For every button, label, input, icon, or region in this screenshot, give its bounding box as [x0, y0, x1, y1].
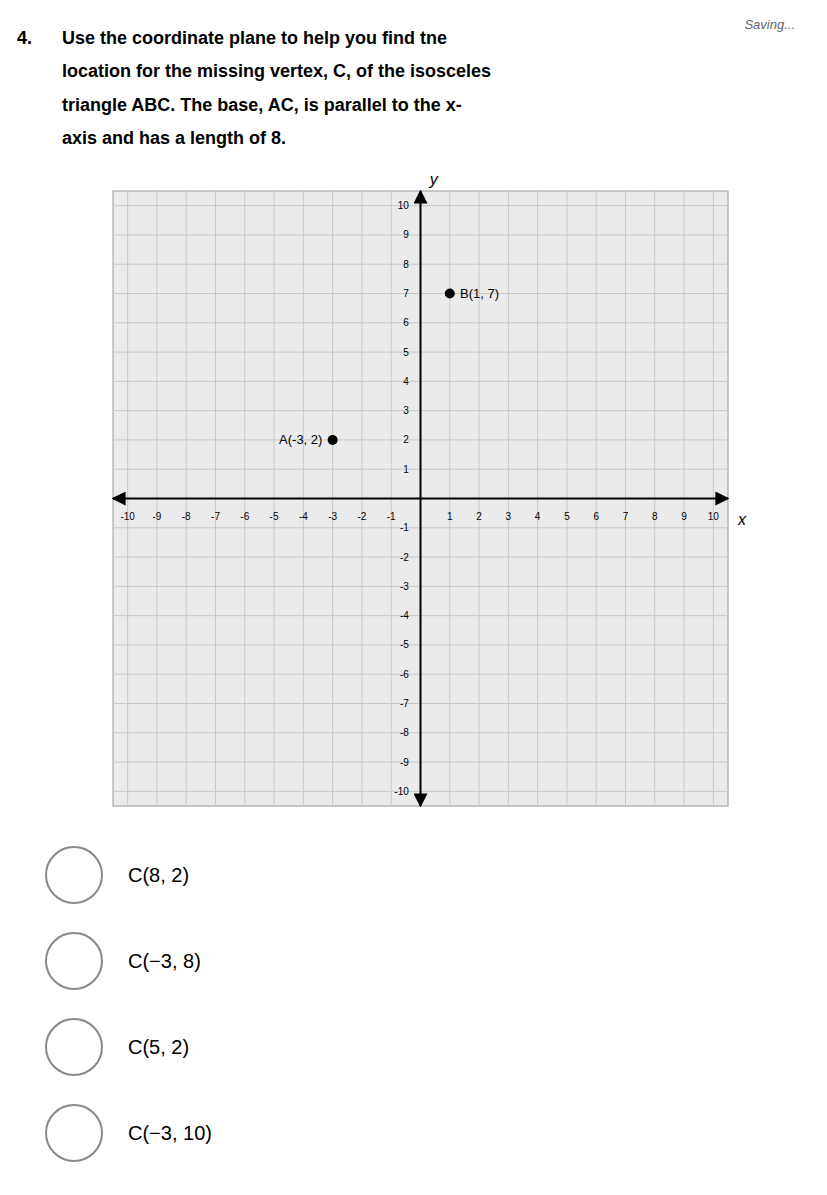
y-tick-label: -9 — [400, 757, 409, 768]
point-label: A(-3, 2) — [279, 432, 322, 447]
x-tick-label: 9 — [681, 511, 687, 522]
point — [328, 435, 338, 445]
y-tick-label: 9 — [403, 229, 409, 240]
choice-circle — [46, 933, 102, 989]
x-tick-label: -9 — [152, 511, 161, 522]
x-tick-label: 10 — [708, 511, 720, 522]
y-tick-label: -5 — [400, 639, 409, 650]
y-tick-label: -8 — [400, 727, 409, 738]
y-tick-label: 5 — [403, 347, 409, 358]
y-tick-label: -10 — [394, 786, 409, 797]
x-tick-label: -7 — [211, 511, 220, 522]
y-tick-label: 2 — [403, 434, 409, 445]
x-tick-label: -10 — [120, 511, 135, 522]
y-tick-label: 7 — [403, 288, 409, 299]
status-text: Saving... — [744, 17, 795, 32]
point-label: B(1, 7) — [460, 286, 499, 301]
choice-text: C(5, 2) — [128, 1036, 189, 1058]
points — [328, 289, 455, 445]
choice-text: C(−3, 8) — [128, 950, 201, 972]
point — [445, 289, 455, 299]
x-tick-label: -3 — [328, 511, 337, 522]
x-tick-label: -6 — [240, 511, 249, 522]
x-tick-label: 5 — [564, 511, 570, 522]
x-tick-label: -2 — [357, 511, 366, 522]
y-axis-line — [420, 191, 422, 806]
x-tick-label: 2 — [476, 511, 482, 522]
y-tick-label: -7 — [400, 698, 409, 709]
x-tick-label: -8 — [182, 511, 191, 522]
choice-circle — [46, 1019, 102, 1075]
x-tick-label: 6 — [593, 511, 599, 522]
x-tick-label: -5 — [270, 511, 279, 522]
y-tick-label: -2 — [400, 552, 409, 563]
problem-number: 4. — [17, 28, 32, 48]
y-tick-label: 8 — [403, 259, 409, 270]
y-tick-label: 1 — [403, 464, 409, 475]
title-line: location for the missing vertex, C, of t… — [62, 61, 491, 81]
y-tick-label: -4 — [400, 610, 409, 621]
y-tick-label: 4 — [403, 376, 409, 387]
choice-circle — [46, 847, 102, 903]
title-line: axis and has a length of 8. — [62, 128, 286, 148]
y-axis-label: y — [429, 171, 439, 188]
choice-text: C(−3, 10) — [128, 1122, 212, 1144]
x-tick-label: 4 — [535, 511, 541, 522]
chart: Saving... 4. Use the coordinate plane to h… — [0, 0, 827, 1195]
x-tick-label: -4 — [299, 511, 308, 522]
y-tick-label: -6 — [400, 669, 409, 680]
title-line: Use the coordinate plane to help you fin… — [62, 28, 447, 48]
x-tick-label: 3 — [506, 511, 512, 522]
title-line: triangle ABC. The base, AC, is parallel … — [62, 95, 462, 115]
x-tick-label: -1 — [387, 511, 396, 522]
choice-text: C(8, 2) — [128, 864, 189, 886]
x-axis-label: x — [737, 511, 747, 528]
choice-circle — [46, 1105, 102, 1161]
x-tick-label: 7 — [623, 511, 629, 522]
y-tick-label: 6 — [403, 317, 409, 328]
x-tick-label: 1 — [447, 511, 453, 522]
y-tick-label: 3 — [403, 405, 409, 416]
grid — [113, 191, 728, 806]
plot-frame — [113, 191, 728, 806]
x-tick-label: 8 — [652, 511, 658, 522]
y-tick-label: -3 — [400, 581, 409, 592]
y-tick-label: 10 — [398, 200, 410, 211]
y-tick-label: -1 — [400, 522, 409, 533]
